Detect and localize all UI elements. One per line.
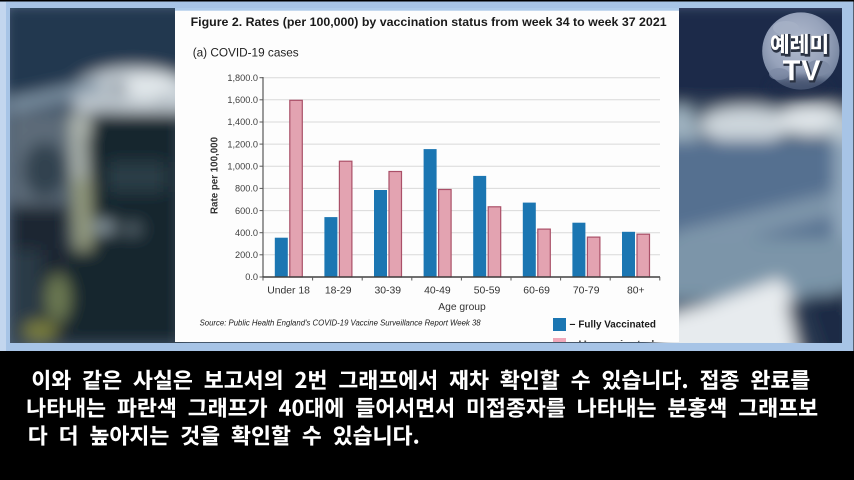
svg-text:800.0: 800.0 [235,184,258,194]
svg-text:40-49: 40-49 [424,286,451,297]
svg-text:Fully Vaccinated: Fully Vaccinated [578,319,656,330]
svg-text:200.0: 200.0 [235,250,258,260]
svg-text:0.0: 0.0 [245,272,258,282]
svg-text:Source: Public Health England': Source: Public Health England's COVID-19… [200,317,481,327]
svg-text:Unvaccinated: Unvaccinated [578,339,654,350]
svg-text:1,400.0: 1,400.0 [227,117,258,127]
svg-text:Under 18: Under 18 [267,286,310,297]
svg-text:1,800.0: 1,800.0 [227,73,258,83]
svg-text:18-29: 18-29 [325,286,352,297]
svg-text:(a) COVID-19 cases: (a) COVID-19 cases [193,46,299,60]
svg-text:600.0: 600.0 [235,206,258,216]
svg-text:1,600.0: 1,600.0 [227,95,258,105]
svg-text:1,200.0: 1,200.0 [227,139,258,149]
svg-text:400.0: 400.0 [235,228,258,238]
svg-text:70-79: 70-79 [573,286,600,297]
svg-text:80+: 80+ [627,286,645,297]
svg-text:Rate per 100,000: Rate per 100,000 [210,137,221,214]
svg-text:–: – [570,318,576,330]
svg-text:–: – [570,338,576,350]
svg-text:60-69: 60-69 [523,286,550,297]
svg-text:Figure 2. Rates (per 100,000): Figure 2. Rates (per 100,000) by vaccina… [191,15,667,29]
svg-text:30-39: 30-39 [375,286,402,297]
svg-text:50-59: 50-59 [474,286,501,297]
svg-text:Age group: Age group [438,302,486,313]
svg-text:1,000.0: 1,000.0 [227,161,258,171]
